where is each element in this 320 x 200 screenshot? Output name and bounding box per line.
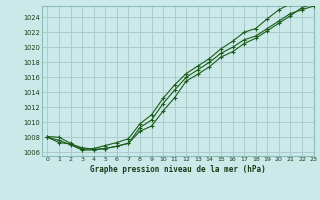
- X-axis label: Graphe pression niveau de la mer (hPa): Graphe pression niveau de la mer (hPa): [90, 165, 266, 174]
